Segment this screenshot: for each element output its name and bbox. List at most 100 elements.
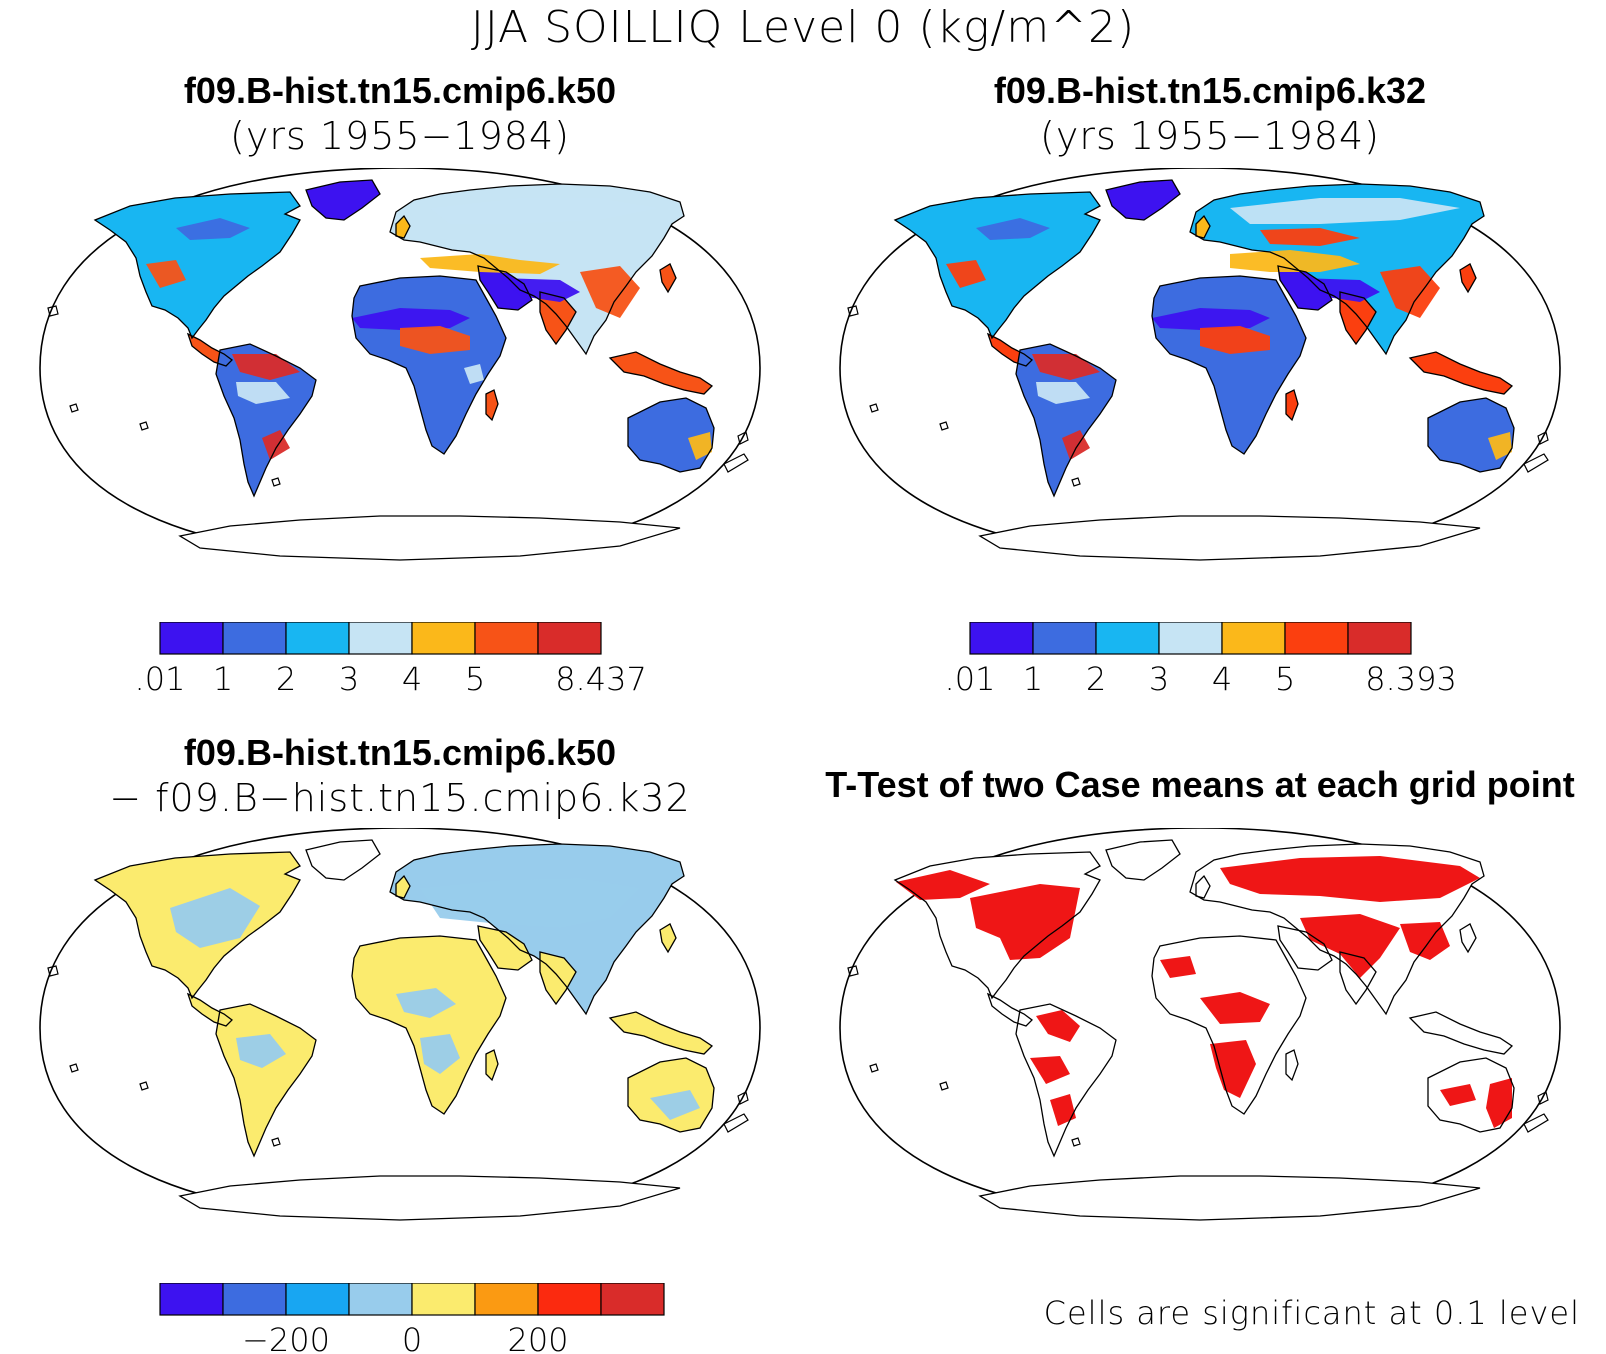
landmass-arabia	[478, 266, 532, 310]
value-region	[1220, 856, 1480, 902]
value-region	[236, 1034, 286, 1068]
coastline-antarctica	[178, 1175, 681, 1221]
coastline-africa	[351, 935, 507, 1115]
value-patterns	[946, 198, 1512, 460]
value-patterns	[896, 856, 1512, 1128]
coastline-central-america	[986, 992, 1033, 1027]
value-region	[650, 1090, 700, 1120]
value-region	[1200, 326, 1270, 354]
coastline-greenland	[305, 839, 381, 881]
island	[1537, 431, 1549, 445]
colorbar-label: 3	[1149, 660, 1169, 698]
value-region	[688, 432, 712, 460]
colorbar-label: 8.393	[1365, 660, 1457, 698]
coastline-india	[1339, 291, 1377, 346]
value-region	[420, 1034, 460, 1074]
value-region	[170, 888, 260, 948]
colorbar-box	[1158, 622, 1223, 655]
landmass-africa	[1152, 936, 1306, 1114]
value-patterns	[170, 878, 700, 1120]
coastline-arabia	[1277, 265, 1333, 311]
island	[939, 421, 949, 431]
coastline-south-america	[215, 1003, 317, 1158]
colorbar-labels: .01 1 2 3 4 5 8.437	[135, 660, 647, 698]
colorbar-box	[537, 622, 602, 655]
landmass-se-asia-islands	[1410, 1012, 1512, 1054]
coastline-north-america	[893, 851, 1101, 1000]
coastline-eurasia	[389, 843, 685, 1016]
coastline-central-america	[186, 332, 233, 367]
value-region	[1260, 228, 1360, 246]
value-region	[1030, 1056, 1070, 1084]
coastline-africa	[351, 275, 507, 455]
island	[47, 965, 59, 977]
coastline-greenland	[305, 179, 381, 221]
island	[869, 403, 879, 413]
island	[271, 1137, 281, 1147]
island	[69, 1063, 79, 1073]
landmass-antarctica	[180, 1176, 680, 1220]
landmass-india	[540, 292, 576, 344]
colorbar-label: 2	[276, 660, 296, 698]
landmass-madagascar	[1286, 390, 1298, 420]
colorbar-box	[222, 622, 287, 655]
coastline-madagascar	[1285, 389, 1299, 422]
coastline-india	[1339, 951, 1377, 1006]
colorbar-labels: −200 0 200	[242, 1321, 568, 1354]
figure-title: JJA SOILLIQ Level 0 (kg/m^2)	[470, 2, 1136, 53]
landmass-se-asia-islands	[610, 1012, 712, 1054]
value-region	[1036, 382, 1090, 404]
island	[847, 965, 859, 977]
value-region	[352, 308, 470, 330]
coastline-eurasia	[389, 183, 685, 356]
coastline-central-america	[986, 332, 1033, 367]
island	[1523, 453, 1549, 473]
value-region	[176, 218, 250, 240]
value-region	[970, 884, 1080, 960]
landmass-india	[1340, 292, 1376, 344]
coastline-se-asia-islands	[608, 351, 714, 395]
colorbar-label: 200	[507, 1321, 568, 1354]
colorbar-label: −200	[242, 1321, 330, 1354]
value-region	[236, 382, 290, 404]
colorbar-box	[600, 1283, 665, 1316]
landmass-greenland	[306, 180, 380, 220]
colorbar-box	[159, 622, 224, 655]
coastline-se-asia-islands	[1408, 1011, 1514, 1055]
landmass-arabia	[1278, 926, 1332, 970]
colorbar-box	[411, 1283, 476, 1316]
colorbar-top-right: .01 1 2 3 4 5 8.393	[945, 622, 1457, 698]
coastline-australia	[627, 1057, 715, 1133]
island	[1523, 1113, 1549, 1133]
island	[47, 305, 59, 317]
colorbar-box	[411, 622, 476, 655]
coastline-arabia	[1277, 925, 1333, 971]
landmass-australia	[628, 398, 714, 472]
map-top-left	[39, 168, 761, 561]
coastline-eurasia	[1189, 843, 1485, 1016]
landmass-arabia	[1278, 266, 1332, 310]
coastline-madagascar	[485, 1049, 499, 1082]
colorbar-box	[348, 1283, 413, 1316]
colorbar-box	[1284, 622, 1349, 655]
coastline-south-america	[1015, 343, 1117, 498]
value-region	[146, 260, 186, 288]
colorbar-label: 1	[213, 660, 233, 698]
landmass-india	[540, 952, 576, 1004]
value-region	[464, 364, 484, 384]
island	[847, 305, 859, 317]
colorbar-label: 5	[1275, 660, 1295, 698]
coastline-india	[539, 951, 577, 1006]
colorbar-box	[1221, 622, 1286, 655]
landmass-antarctica	[980, 1176, 1480, 1220]
value-region	[1210, 1040, 1256, 1098]
coastline-arabia	[477, 925, 533, 971]
value-region	[430, 198, 660, 224]
value-region	[1230, 198, 1460, 224]
colorbar-box	[969, 622, 1034, 655]
coastline-africa	[1151, 275, 1307, 455]
coastline-uk	[395, 214, 411, 239]
coastline-japan	[659, 923, 677, 954]
coastline-uk	[1195, 214, 1211, 239]
coastlines	[847, 839, 1549, 1221]
